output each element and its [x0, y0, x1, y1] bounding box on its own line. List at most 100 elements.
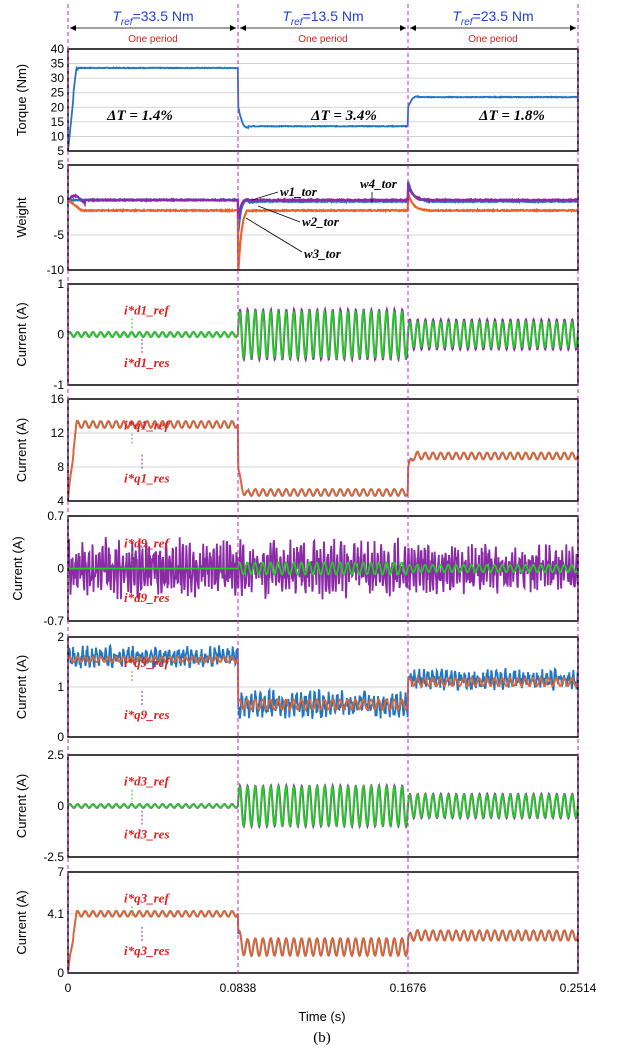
weight-annotation-2: w4_tor: [360, 176, 398, 191]
arrowhead-left-2: [240, 25, 246, 31]
header-segment-2: Tref=13.5 Nm: [282, 8, 363, 28]
arrowhead-left-3: [410, 25, 416, 31]
ref-annotation: i*d9_ref: [124, 536, 170, 551]
y-tick-label: 0: [57, 730, 64, 744]
y-axis-label: Current (A): [14, 890, 29, 954]
leader-line: [251, 191, 279, 201]
res-annotation: i*d1_res: [124, 355, 170, 370]
ref-annotation: i*q1_ref: [124, 418, 170, 433]
series-line-2: [68, 783, 578, 829]
series-line-2: [68, 561, 578, 576]
y-tick-label: -10: [47, 263, 65, 277]
delta-annotation-1: ΔT = 1.4%: [106, 108, 173, 124]
y-tick-label: 1: [57, 277, 64, 291]
series-line-2: [68, 655, 578, 711]
y-tick-label: 5: [57, 144, 64, 158]
panel-frame: [67, 48, 579, 152]
weight-annotation-4: w3_tor: [304, 246, 342, 261]
series-line-2: [68, 909, 578, 973]
res-annotation: i*d9_res: [124, 590, 170, 605]
header: Tref=33.5 Nm One period Tref=13.5 Nm One pe…: [70, 8, 576, 45]
panel-4: 4 8 12 16 Current (A) i*q1_ref i*q1_res: [14, 392, 579, 508]
y-tick-label: 7: [57, 865, 64, 879]
leader-line: [257, 205, 301, 223]
panel-frame: [67, 871, 579, 974]
y-tick-label: -2.5: [43, 850, 64, 864]
ref-annotation: i*q3_ref: [124, 890, 170, 905]
weight-annotation-3: w2_tor: [302, 214, 340, 229]
arrowhead-right-3: [570, 25, 576, 31]
y-axis-label: Current (A): [14, 302, 29, 366]
y-tick-label: 35: [51, 57, 65, 71]
y-axis-label: Torque (Nm): [14, 64, 29, 136]
y-tick-label: 25: [51, 86, 65, 100]
period-label-3: One period: [468, 34, 517, 45]
y-tick-label: 0.7: [47, 509, 64, 523]
y-tick-label: 10: [51, 129, 65, 143]
y-tick-label: 2: [57, 630, 64, 644]
y-tick-label: -0.7: [43, 614, 64, 628]
y-tick-label: 0: [57, 799, 64, 813]
res-annotation: i*d3_res: [124, 827, 170, 842]
y-tick-label: 30: [51, 71, 65, 85]
period-label-1: One period: [128, 34, 177, 45]
series-line-2: [68, 419, 578, 501]
y-axis-label: Current (A): [10, 536, 25, 600]
y-tick-label: 12: [51, 426, 65, 440]
y-tick-label: 8: [57, 460, 64, 474]
panel-8: 0 4.1 7 Current (A) i*q3_ref i*q3_res: [14, 865, 579, 980]
y-axis-label: Current (A): [14, 655, 29, 719]
ref-annotation: i*q9_ref: [124, 655, 170, 670]
y-tick-label: 40: [51, 42, 65, 56]
panel-5: -0.7 0 0.7 Current (A) i*d9_ref i*d9_res: [10, 509, 579, 628]
y-tick-label: 0: [57, 193, 64, 207]
arrowhead-right-2: [400, 25, 406, 31]
y-tick-label: 15: [51, 115, 65, 129]
y-tick-label: 20: [51, 100, 65, 114]
y-tick-label: 0: [57, 966, 64, 980]
header-segment-1: Tref=33.5 Nm: [112, 8, 193, 28]
y-axis-label: Current (A): [14, 418, 29, 482]
y-tick-label: 0: [57, 328, 64, 342]
arrowhead-left-1: [70, 25, 76, 31]
res-annotation: i*q9_res: [124, 707, 170, 722]
y-axis-label: Weight: [14, 197, 29, 238]
x-tick-label: 0.1676: [390, 981, 427, 995]
y-tick-label: 1: [57, 680, 64, 694]
ref-annotation: i*d3_ref: [124, 774, 170, 789]
y-tick-label: 16: [51, 392, 65, 406]
res-annotation: i*q3_res: [124, 943, 170, 958]
y-tick-label: 4: [57, 494, 64, 508]
panel-7: -2.5 0 2.5 Current (A) i*d3_ref i*d3_res: [14, 748, 579, 864]
res-annotation: i*q1_res: [124, 471, 170, 486]
y-tick-label: -5: [53, 228, 64, 242]
x-tick-label: 0: [65, 981, 72, 995]
panel-3: -1 0 1 Current (A) i*d1_ref i*d1_res: [14, 277, 579, 392]
delta-annotation-3: ΔT = 1.8%: [478, 108, 545, 124]
header-segment-3: Tref=23.5 Nm: [452, 8, 533, 28]
panel-6: 0 1 2 Current (A) i*q9_ref i*q9_res: [14, 630, 579, 744]
y-tick-label: 4.1: [47, 907, 64, 921]
delta-annotation-2: ΔT = 3.4%: [310, 108, 377, 124]
series-line-3: [68, 181, 578, 220]
arrowhead-right-1: [230, 25, 236, 31]
ref-annotation: i*d1_ref: [124, 302, 170, 317]
leader-line: [245, 217, 303, 253]
x-axis-label: Time (s): [298, 1009, 345, 1024]
series-line-1: [68, 65, 578, 151]
series-line-2: [68, 192, 578, 270]
series-line-1: [68, 537, 578, 601]
period-label-2: One period: [298, 34, 347, 45]
panel-frame: [67, 398, 579, 502]
x-tick-label: 0.0838: [220, 981, 257, 995]
series-line-2: [68, 308, 578, 361]
weight-annotation-1: w1_tor: [280, 184, 318, 199]
panel-frame: [67, 515, 579, 622]
y-tick-label: -1: [53, 378, 64, 392]
y-tick-label: 2.5: [47, 748, 64, 762]
y-axis-label: Current (A): [14, 774, 29, 838]
y-tick-label: 0: [57, 562, 64, 576]
